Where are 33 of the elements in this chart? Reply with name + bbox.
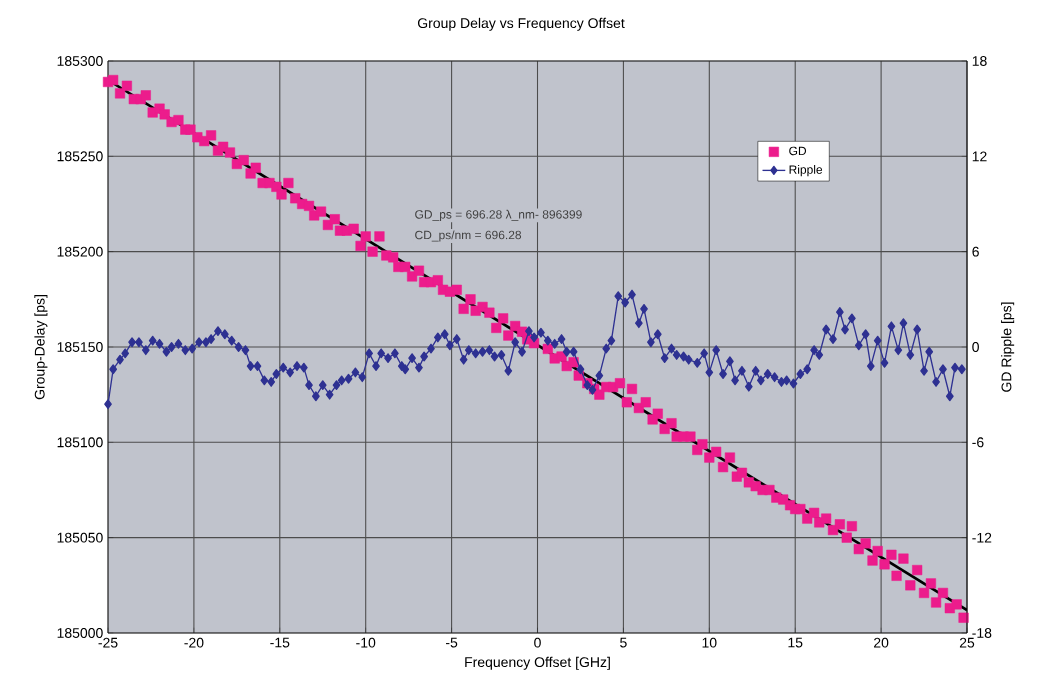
y2-tick-label: -18 [972, 628, 992, 638]
x-tick-label: -5 [446, 637, 458, 648]
x-tick-label: -10 [356, 637, 376, 648]
x-tick-label: 0 [534, 637, 541, 648]
y-tick-label: 185150 [57, 342, 103, 352]
y-tick-label: 185250 [57, 151, 103, 162]
annotation: GD_ps = 696.28 λ_nm- 896399 [415, 209, 582, 222]
y-tick-label: 185300 [57, 56, 103, 66]
y2-tick-label: -6 [972, 437, 984, 448]
y2-axis-title: GD Ripple [ps] [1001, 302, 1015, 392]
y2-tick-label: 12 [972, 151, 987, 162]
x-axis-title: Frequency Offset [GHz] [465, 656, 610, 670]
x-tick-label: 5 [620, 637, 627, 648]
chart-title: Group Delay vs Frequency Offset [417, 17, 625, 31]
y2-tick-label: 0 [972, 342, 979, 352]
legend-label: GD [789, 146, 807, 156]
y2-tick-label: 6 [972, 246, 979, 257]
annotation: CD_ps/nm = 696.28 [415, 230, 522, 242]
y2-tick-label: 18 [972, 56, 987, 66]
x-tick-label: 10 [702, 637, 717, 648]
x-tick-label: -15 [270, 637, 290, 648]
y2-tick-label: -12 [972, 532, 992, 543]
y-tick-label: 185200 [57, 246, 103, 257]
legend-label: Ripple [789, 165, 823, 177]
x-tick-label: -20 [184, 637, 204, 648]
y-tick-label: 185000 [57, 628, 103, 638]
x-tick-label: 25 [959, 637, 975, 648]
y-axis-title: Group-Delay [ps] [34, 295, 48, 400]
x-tick-label: 20 [874, 637, 889, 648]
y-tick-label: 185050 [57, 532, 103, 543]
x-tick-label: -25 [98, 637, 118, 648]
y-tick-label: 185100 [57, 437, 103, 448]
x-tick-label: 15 [788, 637, 803, 648]
